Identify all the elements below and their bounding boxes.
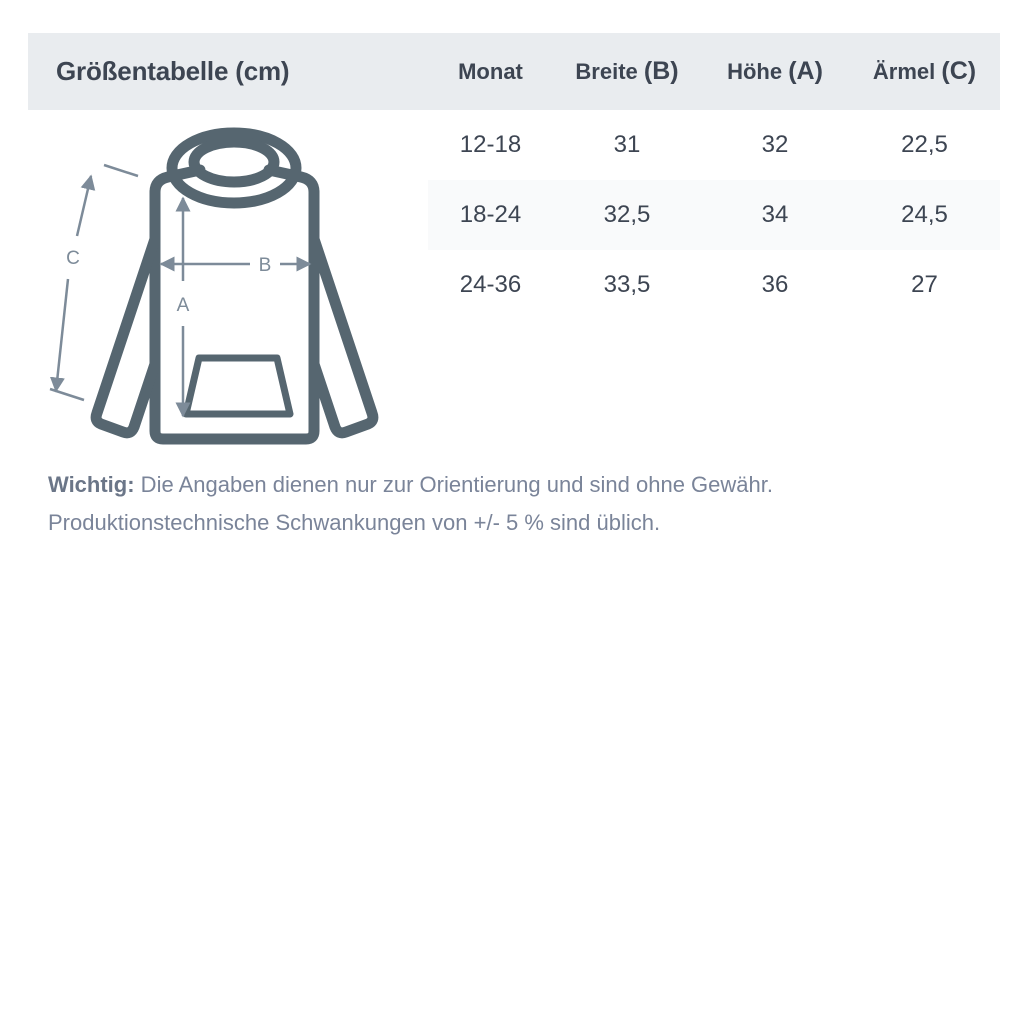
disclaimer-label: Wichtig: [48,472,135,497]
cell-hoehe: 36 [761,271,789,298]
column-header-breite: Breite (B) [553,33,701,110]
column-header-aermel: Ärmel (C) [849,33,1000,110]
disclaimer-line-2: Produktionstechnische Schwankungen von +… [48,510,661,535]
table-header-row: Monat Breite (B) Höhe (A) Ärmel (C) [428,33,1000,110]
column-header-monat: Monat [428,33,553,110]
size-table-body: 12-18 31 32 22,5 18-24 32,5 34 24,5 24-3… [428,110,1000,320]
dimension-label-c: C [66,248,80,269]
dimension-arrow-a: A [175,196,191,418]
cell-breite: 31 [613,131,641,158]
size-table: Monat Breite (B) Höhe (A) Ärmel (C) 12-1… [428,33,1000,320]
dimension-arrow-c: C [49,163,139,402]
column-header-monat-label: Monat [458,59,523,84]
disclaimer-note: Wichtig: Die Angaben dienen nur zur Orie… [48,466,988,542]
column-header-aermel-dim: (C) [941,57,977,85]
column-header-breite-dim: (B) [643,57,679,85]
cell-monat: 12-18 [459,131,522,158]
hoodie-outline [90,127,379,445]
column-header-aermel-label: Ärmel [872,59,936,84]
table-row: 12-18 31 32 22,5 [428,110,1000,180]
column-header-hoehe-dim: (A) [788,57,823,85]
cell-breite: 33,5 [603,271,651,298]
cell-aermel: 27 [911,271,938,298]
cell-monat: 18-24 [459,201,522,228]
dimension-label-a: A [177,295,190,316]
cell-hoehe: 34 [761,201,789,228]
cell-hoehe: 32 [761,131,789,158]
column-header-hoehe-label: Höhe [727,59,783,84]
cell-monat: 24-36 [459,271,522,298]
size-table-head: Monat Breite (B) Höhe (A) Ärmel (C) [428,33,1000,110]
table-row: 24-36 33,5 36 27 [428,250,1000,320]
column-header-hoehe: Höhe (A) [701,33,849,110]
dimension-arrow-b: B [159,255,312,276]
cell-aermel: 24,5 [901,201,948,228]
disclaimer-line-1: Die Angaben dienen nur zur Orientierung … [134,472,773,497]
page-title: Größentabelle (cm) [56,56,290,86]
hoodie-measurement-diagram: A B C [28,126,418,456]
column-header-breite-label: Breite [575,59,638,84]
hoodie-diagram-svg: A B C [49,127,379,445]
cell-breite: 32,5 [603,201,651,228]
dimension-label-b: B [259,255,272,276]
cell-aermel: 22,5 [901,131,948,158]
table-row: 18-24 32,5 34 24,5 [428,180,1000,250]
